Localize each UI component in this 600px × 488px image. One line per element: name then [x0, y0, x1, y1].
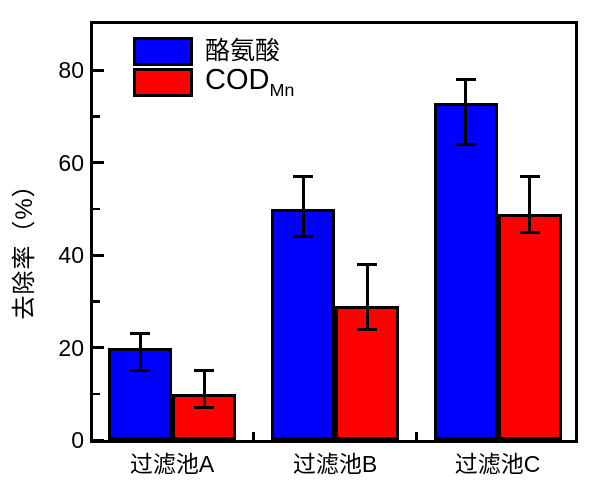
- error-bar-cap-top: [357, 262, 377, 266]
- legend-label-COD_Mn: CODMn: [205, 64, 295, 100]
- y-major-tick: [93, 253, 104, 257]
- y-minor-tick: [93, 392, 100, 396]
- error-bar-cap-bottom: [293, 235, 313, 239]
- error-bar-line: [138, 333, 142, 371]
- error-bar-line: [528, 176, 531, 232]
- error-bar-cap-top: [293, 175, 313, 179]
- legend-swatch-COD_Mn: [133, 68, 193, 97]
- bar-酪氨酸-过滤池C: [433, 102, 498, 440]
- x-boundary-tick: [252, 432, 255, 440]
- y-major-tick: [93, 161, 104, 165]
- y-tick-label: 20: [58, 334, 84, 361]
- x-category-label: 过滤池B: [292, 451, 378, 477]
- y-major-tick: [93, 346, 104, 350]
- error-bar-cap-top: [455, 77, 476, 81]
- error-bar-cap-bottom: [130, 369, 150, 373]
- error-bar-cap-top: [194, 369, 214, 373]
- y-major-tick: [93, 68, 104, 72]
- y-minor-tick: [93, 207, 100, 211]
- bar-酪氨酸-过滤池B: [271, 208, 335, 440]
- y-tick-label: 40: [58, 242, 84, 269]
- y-axis-title: 去除率（%）: [11, 172, 38, 320]
- y-tick-label: 0: [71, 427, 84, 453]
- error-bar-line: [202, 370, 206, 408]
- error-bar-cap-top: [519, 175, 540, 179]
- x-category-label: 过滤池C: [454, 451, 541, 477]
- error-bar-line: [301, 176, 305, 237]
- y-major-tick: [93, 438, 104, 442]
- error-bar-line: [365, 264, 369, 330]
- error-bar-cap-bottom: [357, 327, 377, 331]
- error-bar-line: [464, 79, 467, 145]
- plot-area: 酪氨酸 CODMn: [90, 21, 578, 443]
- x-boundary-tick: [414, 432, 418, 440]
- y-minor-tick: [93, 300, 100, 303]
- legend-label-酪氨酸: 酪氨酸: [205, 37, 281, 65]
- legend-swatch-酪氨酸: [133, 37, 193, 66]
- error-bar-cap-bottom: [194, 406, 214, 410]
- x-category-label: 过滤池A: [129, 451, 215, 477]
- error-bar-cap-bottom: [455, 142, 476, 146]
- error-bar-cap-top: [130, 332, 150, 336]
- y-minor-tick: [93, 115, 100, 118]
- bar-COD_Mn-过滤池C: [497, 213, 562, 440]
- y-tick-label: 80: [58, 57, 84, 84]
- error-bar-cap-bottom: [519, 230, 540, 234]
- y-tick-label: 60: [58, 149, 84, 176]
